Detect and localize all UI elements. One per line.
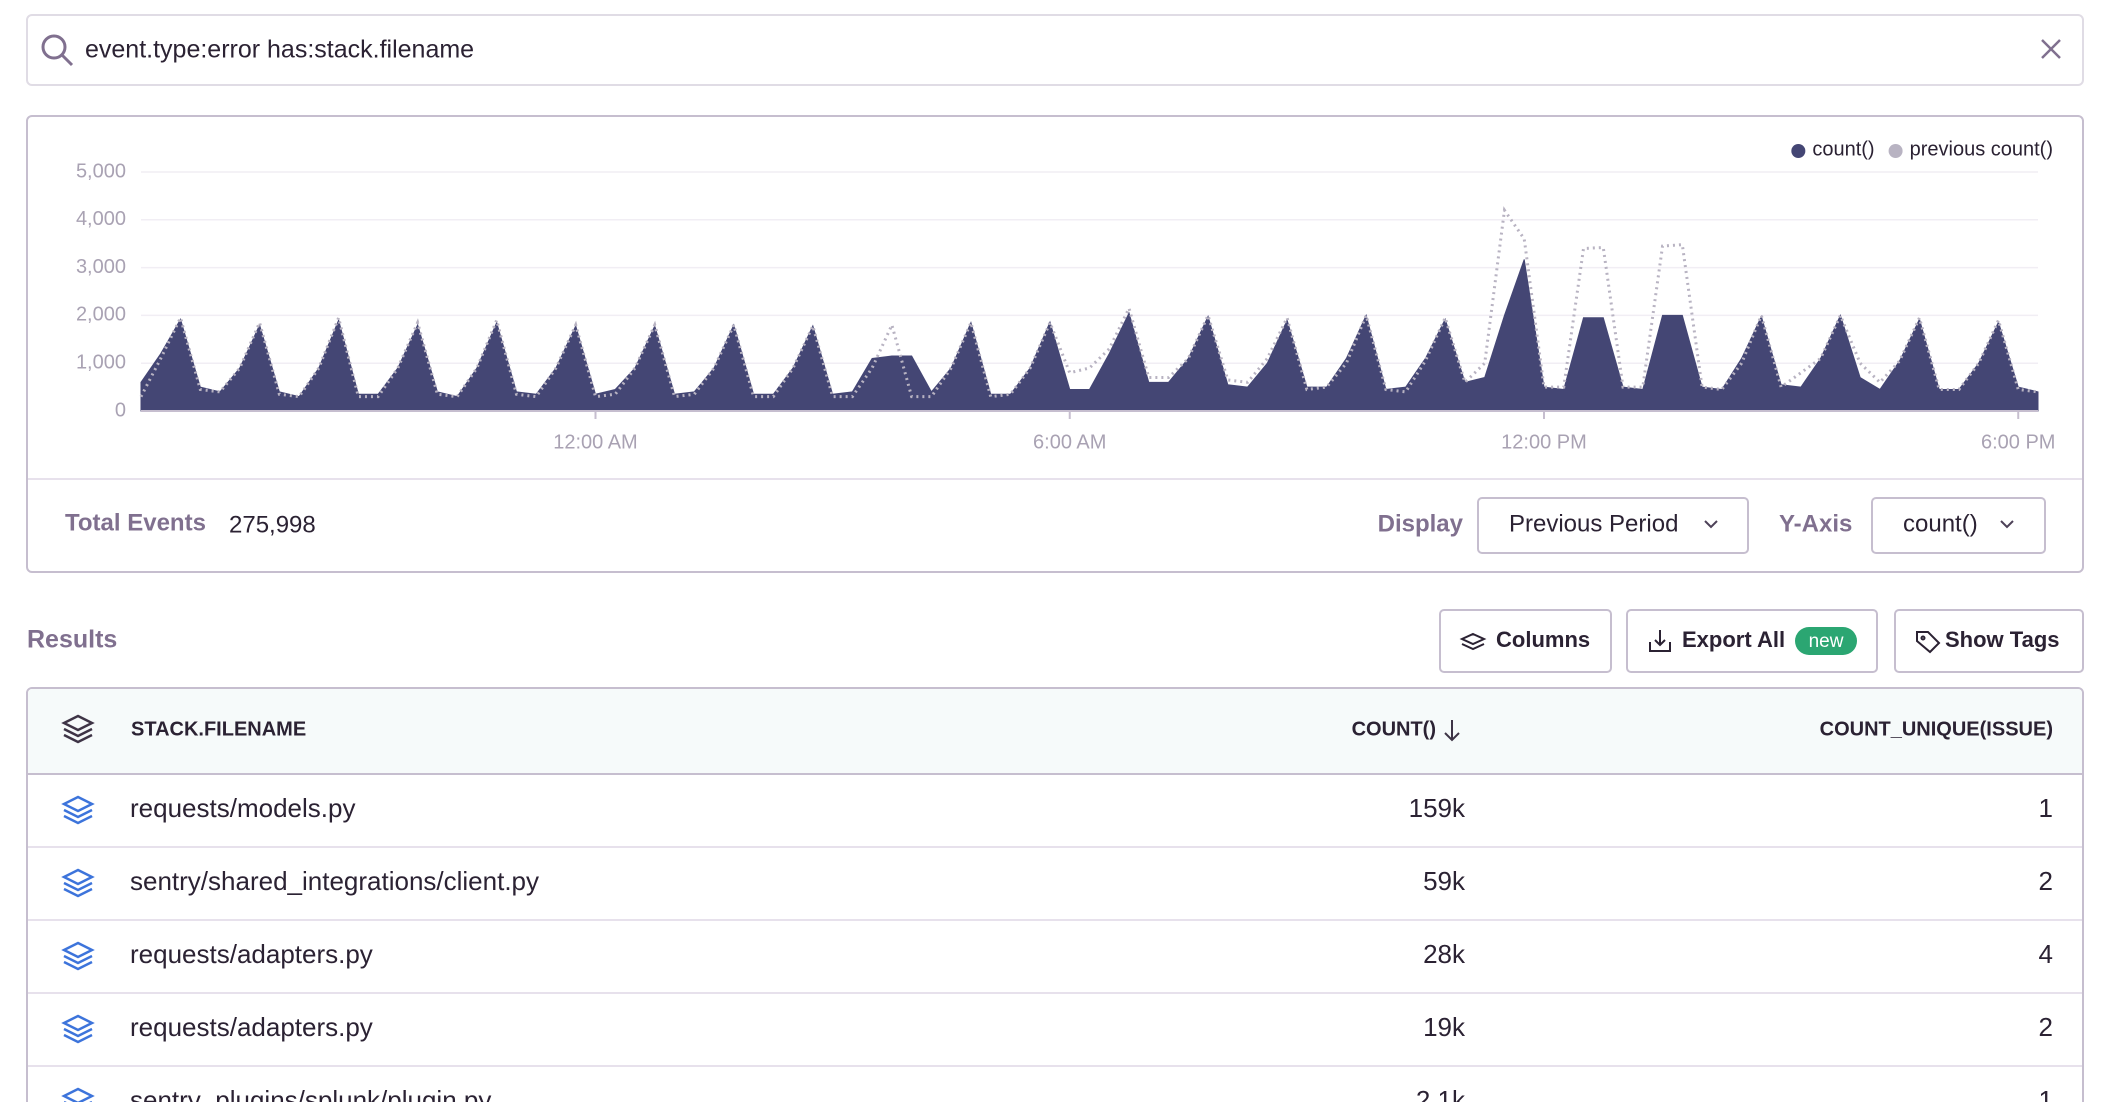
row-icon [61, 1087, 95, 1102]
y-tick-label: 5,000 [76, 160, 126, 182]
yaxis-value[interactable]: count() [1903, 510, 1978, 537]
legend-swatch [1888, 144, 1903, 158]
chevron [2000, 520, 2014, 529]
table-header [28, 689, 2082, 774]
row-icon [61, 941, 95, 971]
y-tick-label: 1,000 [76, 351, 126, 373]
x-tick-label: 6:00 PM [1981, 431, 2055, 453]
legend-label[interactable]: previous count() [1910, 138, 2053, 160]
unique-cell: 4 [2039, 939, 2053, 969]
icon-part [63, 1027, 93, 1038]
icon-part [63, 960, 93, 971]
filename-cell[interactable]: sentry/shared_integrations/client.py [130, 866, 539, 896]
export-button[interactable] [1626, 609, 1878, 673]
results-title: Results [27, 626, 117, 654]
display-value[interactable]: Previous Period [1509, 510, 1678, 537]
icon-part [61, 1087, 95, 1102]
y-tick-label: 3,000 [76, 256, 126, 278]
table-body: requests/models.py 159k 1sentry/shared_int… [28, 793, 2082, 1102]
legend-swatch [1791, 144, 1806, 158]
filename-cell[interactable]: sentry_plugins/splunk/plugin.py [130, 1085, 491, 1102]
search-icon [41, 34, 74, 67]
sort-arrow [1444, 720, 1460, 742]
icon-part [63, 954, 93, 965]
filename-cell[interactable]: requests/adapters.py [130, 1012, 373, 1042]
header-icon [61, 714, 95, 744]
total-label: Total Events [65, 509, 206, 536]
unique-cell: 1 [2039, 793, 2053, 823]
icon-part [63, 887, 93, 898]
unique-cell: 2 [2039, 866, 2053, 896]
row-icon [61, 868, 95, 898]
icon-part [63, 808, 93, 819]
icon-part [61, 795, 95, 813]
column-header[interactable]: COUNT_UNIQUE(ISSUE) [1820, 718, 2053, 740]
x-tick-label: 12:00 PM [1501, 431, 1587, 453]
search-query[interactable]: event.type:error has:stack.filename [85, 36, 474, 64]
tag-icon [1916, 631, 1941, 654]
columns-button[interactable] [1439, 609, 1612, 673]
filename-cell[interactable]: requests/adapters.py [130, 939, 373, 969]
count-cell: 159k [1409, 793, 1466, 823]
legend-label[interactable]: count() [1812, 138, 1874, 160]
search-bar[interactable] [26, 14, 2084, 86]
filename-cell[interactable]: requests/models.py [130, 793, 355, 823]
x-tick-label: 6:00 AM [1033, 431, 1106, 453]
table [26, 687, 2084, 1102]
unique-cell: 1 [2039, 1085, 2053, 1102]
icon-part [61, 941, 95, 959]
chevron [1704, 520, 1718, 529]
export-text[interactable]: Export All [1682, 627, 1785, 652]
icon-part [61, 1014, 95, 1032]
icon-part [63, 1033, 93, 1044]
yaxis-label: Y-Axis [1779, 510, 1852, 537]
badge-text: new [1809, 631, 1844, 652]
icon-part [63, 814, 93, 825]
column-header[interactable]: COUNT() [1352, 718, 1436, 740]
row-icon [61, 795, 95, 825]
tags-button[interactable] [1894, 609, 2084, 673]
icon-part [63, 881, 93, 892]
icon-part [61, 868, 95, 886]
yaxis-dropdown[interactable] [1871, 497, 2046, 554]
tags-text[interactable]: Show Tags [1945, 627, 2060, 652]
columns-icon [1459, 632, 1487, 651]
row-icon [61, 1014, 95, 1044]
count-cell: 59k [1423, 866, 1466, 896]
count-cell: 28k [1423, 939, 1466, 969]
columns-text[interactable]: Columns [1496, 627, 1590, 652]
clear-button[interactable] [2041, 39, 2061, 59]
x-tick-label: 12:00 AM [553, 431, 638, 453]
y-tick-label: 2,000 [76, 304, 126, 326]
new-badge [1795, 627, 1857, 655]
display-dropdown[interactable] [1477, 497, 1749, 554]
unique-cell: 2 [2039, 1012, 2053, 1042]
column-header[interactable]: STACK.FILENAME [131, 718, 306, 740]
count-cell: 19k [1423, 1012, 1466, 1042]
display-label: Display [1378, 510, 1464, 537]
count-cell: 2.1k [1416, 1085, 1466, 1102]
y-tick-label: 4,000 [76, 208, 126, 230]
y-tick-label: 0 [115, 399, 126, 421]
total-value: 275,998 [229, 511, 316, 538]
export-icon [1649, 630, 1671, 652]
chart: 0 1,000 2,000 3,000 4,000 5,000 12:00 AM 6:00 A… [76, 138, 2056, 453]
